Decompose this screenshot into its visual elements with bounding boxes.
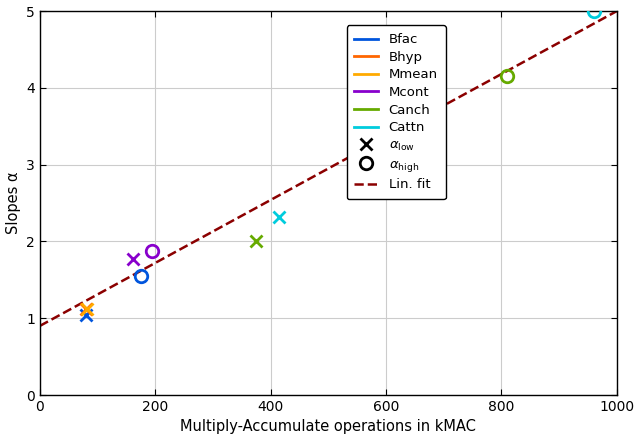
X-axis label: Multiply-Accumulate operations in kMAC: Multiply-Accumulate operations in kMAC — [180, 419, 476, 434]
Legend: Bfac, Bhyp, Mmean, Mcont, Canch, Cattn, $\alpha_{\rm low}$, $\alpha_{\rm high}$,: Bfac, Bhyp, Mmean, Mcont, Canch, Cattn, … — [346, 26, 446, 199]
Y-axis label: Slopes α: Slopes α — [6, 172, 20, 235]
